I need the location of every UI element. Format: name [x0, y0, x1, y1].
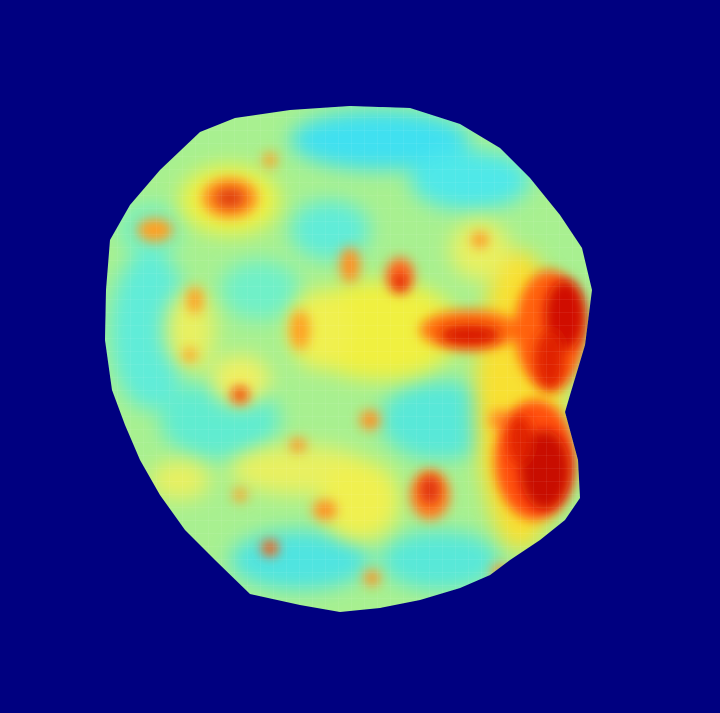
grid-texture: [105, 106, 592, 612]
heatmap-viewport: [105, 106, 592, 612]
heat-layers: [105, 106, 592, 612]
heatmap-image: [105, 106, 592, 612]
specimen-heatmap: [105, 106, 592, 612]
